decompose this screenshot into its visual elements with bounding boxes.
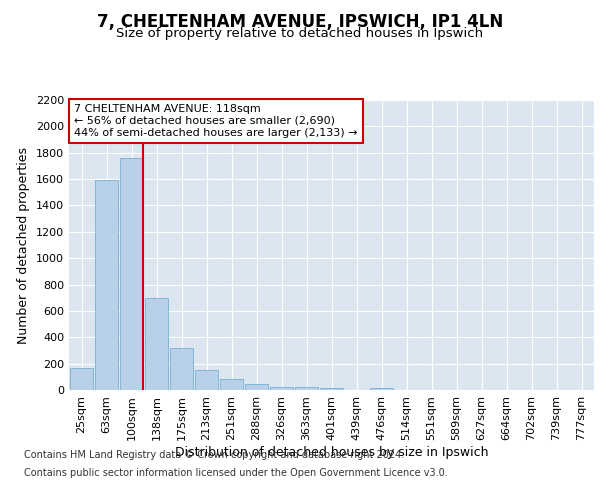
Bar — [295, 388, 318, 390]
Bar — [370, 388, 393, 390]
Bar — [95, 180, 118, 390]
Y-axis label: Number of detached properties: Number of detached properties — [17, 146, 31, 344]
Bar — [145, 298, 168, 390]
Text: Size of property relative to detached houses in Ipswich: Size of property relative to detached ho… — [116, 28, 484, 40]
Text: 7 CHELTENHAM AVENUE: 118sqm
← 56% of detached houses are smaller (2,690)
44% of : 7 CHELTENHAM AVENUE: 118sqm ← 56% of det… — [74, 104, 358, 138]
Text: Contains HM Land Registry data © Crown copyright and database right 2024.: Contains HM Land Registry data © Crown c… — [24, 450, 404, 460]
Bar — [220, 380, 243, 390]
Bar — [270, 386, 293, 390]
Bar — [120, 158, 143, 390]
X-axis label: Distribution of detached houses by size in Ipswich: Distribution of detached houses by size … — [175, 446, 488, 458]
Text: Contains public sector information licensed under the Open Government Licence v3: Contains public sector information licen… — [24, 468, 448, 477]
Text: 7, CHELTENHAM AVENUE, IPSWICH, IP1 4LN: 7, CHELTENHAM AVENUE, IPSWICH, IP1 4LN — [97, 12, 503, 30]
Bar — [170, 348, 193, 390]
Bar — [245, 384, 268, 390]
Bar — [195, 370, 218, 390]
Bar — [320, 388, 343, 390]
Bar — [70, 368, 93, 390]
